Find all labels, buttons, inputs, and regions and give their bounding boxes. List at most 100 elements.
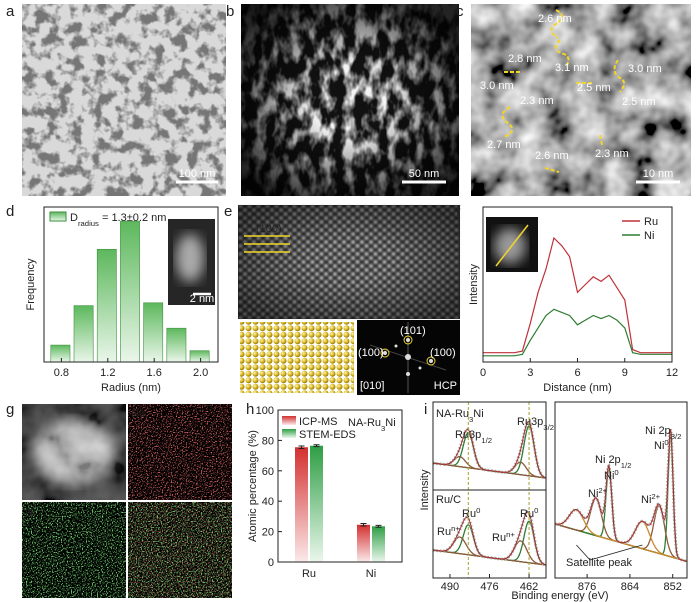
histogram-bar xyxy=(50,344,71,363)
text-part: = 1.3±0.2 nm xyxy=(99,212,167,224)
haadf-texture xyxy=(22,404,126,500)
histogram-bar xyxy=(96,248,117,363)
fft-label: (100) xyxy=(358,347,384,359)
y-tick-label: 20 xyxy=(262,527,274,539)
bar xyxy=(295,447,308,562)
y-tick-label: 60 xyxy=(262,466,274,478)
lattice-trace xyxy=(550,9,563,39)
spacing-label: 2.3 nm xyxy=(520,95,554,107)
element-label: Ru xyxy=(131,408,145,420)
text-part: Ru xyxy=(492,532,506,544)
spacing-label: 2.5 nm xyxy=(577,82,611,94)
text-part: Ni 2p xyxy=(595,454,621,466)
histogram-bar xyxy=(166,327,187,363)
x-tick-label: 0 xyxy=(480,367,486,379)
x-tick-label: 490 xyxy=(441,581,459,593)
legend-swatch xyxy=(282,429,296,438)
plot-frame xyxy=(554,401,688,579)
text-part: Ru xyxy=(462,508,476,520)
text-part: 3 xyxy=(381,424,385,433)
plane-label: (100) xyxy=(256,223,282,235)
plot-frame xyxy=(43,206,219,363)
lattice-trace xyxy=(544,167,560,173)
satellite-arrow xyxy=(576,544,591,561)
y-axis-label: Atomic percentage (%) xyxy=(247,430,259,542)
text-part: NA-Ru xyxy=(348,417,381,429)
spot-marker xyxy=(426,356,436,366)
x-tick-label: 1.2 xyxy=(100,367,115,379)
fit-envelope xyxy=(554,429,688,562)
peak-label: Ru0 xyxy=(520,506,538,521)
histogram-bar xyxy=(73,305,94,363)
profile-path xyxy=(495,224,529,267)
error-bar xyxy=(375,524,382,528)
text-part: 2+ xyxy=(598,486,607,495)
spot-marker xyxy=(380,348,390,358)
satellite-arrow xyxy=(589,544,643,561)
panel-label: h xyxy=(246,401,254,418)
legend-swatch xyxy=(282,416,296,425)
fft-spot xyxy=(406,372,410,376)
tem-particles xyxy=(22,4,226,196)
peak-label: Ni 2p3/2 xyxy=(645,425,681,441)
annotation: NA-Ru3Ni xyxy=(348,417,396,433)
peak-label: Ru0 xyxy=(462,506,480,521)
fit-component xyxy=(432,536,546,566)
stem-image xyxy=(471,4,691,196)
x-tick-label: 9 xyxy=(622,367,628,379)
x-tick-label: Ru xyxy=(302,568,316,580)
lattice-trace xyxy=(599,134,603,146)
error-bar xyxy=(298,445,305,449)
legend-swatch xyxy=(49,211,67,222)
peak-label: Ru3p3/2 xyxy=(517,416,554,432)
text-part: Ni xyxy=(588,488,598,500)
y-tick-label: 0 xyxy=(268,557,274,569)
text-part: D xyxy=(70,212,78,224)
spacing-label: 3.1 nm xyxy=(555,62,589,74)
plot-frame xyxy=(277,409,403,563)
spacing-label: 2.3 nm xyxy=(595,148,629,160)
spacing-label: 3.0 nm xyxy=(480,80,514,92)
x-tick-label: 476 xyxy=(480,581,498,593)
text-part: Ru/C xyxy=(436,494,461,506)
y-axis-label: Frequency xyxy=(25,258,37,310)
spacing-label: 3.0 nm xyxy=(628,63,662,75)
text-part: Ni xyxy=(473,408,483,420)
spectrum-title: NA-Ru3Ni xyxy=(436,408,484,424)
fft-spot xyxy=(394,344,398,348)
text-part: 1/2 xyxy=(621,461,632,470)
histogram-bar xyxy=(143,302,164,363)
fft-label: (100) xyxy=(430,347,456,359)
legend-label: Ru xyxy=(644,216,658,228)
text-part: Ni xyxy=(604,470,614,482)
text-part: Ni xyxy=(385,417,395,429)
text-part: Ru xyxy=(520,508,534,520)
peak-label: Satellite peak xyxy=(566,557,633,569)
peak-label: Ni2+ xyxy=(588,486,608,501)
panel-label: g xyxy=(6,401,14,418)
text-part: 0 xyxy=(476,506,480,515)
text-part: n+ xyxy=(506,530,515,539)
x-tick-label: Ni xyxy=(366,568,376,580)
x-axis-label: Radius (nm) xyxy=(101,382,161,394)
fft-label: (101) xyxy=(400,325,426,337)
text-part: radius xyxy=(78,219,99,228)
zone-axis: [010] xyxy=(360,380,384,392)
fit-envelope xyxy=(432,421,547,479)
text-part: n+ xyxy=(451,524,460,533)
text-part: 2+ xyxy=(651,492,660,501)
x-tick-label: 876 xyxy=(578,581,596,593)
text-part: 3 xyxy=(469,415,473,424)
scale-bar-label: 100 nm xyxy=(179,168,216,180)
fft-spot xyxy=(405,354,411,360)
y-tick-label: 100 xyxy=(256,405,274,417)
peak-label: Ni0 xyxy=(654,438,669,453)
y-tick-label: 80 xyxy=(262,435,274,447)
structure: HCP xyxy=(434,380,457,392)
x-axis-label: Distance (nm) xyxy=(543,382,611,394)
x-axis-label: Binding energy (eV) xyxy=(511,590,608,602)
legend-label: ICP-MS xyxy=(299,416,338,428)
legend-label: Dradius = 1.3±0.2 nm xyxy=(70,212,166,228)
text-part: 3/2 xyxy=(543,423,554,432)
fft-spot xyxy=(429,359,433,363)
